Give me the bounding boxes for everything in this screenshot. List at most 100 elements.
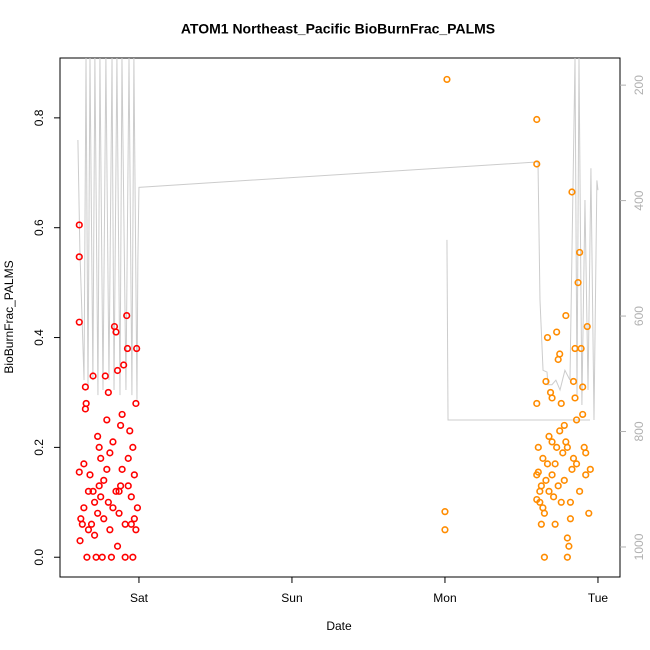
- data-point: [92, 553, 100, 561]
- data-point: [84, 487, 93, 495]
- data-point: [548, 471, 556, 479]
- data-point: [101, 372, 109, 380]
- data-point: [75, 253, 83, 261]
- data-point: [132, 399, 140, 408]
- data-point: [545, 487, 553, 495]
- data-point: [130, 515, 138, 523]
- data-point: [126, 427, 134, 435]
- y-axis-label: BioBurnFrac_PALMS: [2, 260, 16, 373]
- x-tick-label: Sat: [130, 591, 149, 605]
- data-point: [539, 454, 547, 462]
- data-point: [556, 350, 564, 358]
- data-point: [86, 471, 94, 479]
- data-point: [127, 520, 135, 528]
- data-point: [572, 416, 581, 424]
- data-point: [542, 377, 550, 386]
- data-point: [90, 531, 99, 539]
- data-point: [557, 399, 565, 408]
- data-point: [563, 553, 571, 561]
- data-point: [548, 438, 556, 446]
- data-point: [109, 438, 117, 446]
- data-point: [566, 498, 575, 506]
- data-point: [124, 454, 132, 462]
- data-point: [533, 115, 541, 124]
- data-point: [568, 465, 576, 473]
- data-point: [87, 520, 96, 528]
- data-point: [582, 471, 590, 479]
- data-point: [551, 520, 559, 528]
- data-point: [76, 537, 84, 545]
- data-point: [577, 344, 585, 353]
- data-point: [556, 427, 564, 435]
- x-axis-label: Date: [326, 619, 352, 633]
- data-point: [539, 504, 547, 512]
- data-point: [90, 498, 99, 506]
- data-point: [582, 449, 590, 457]
- data-point: [107, 553, 116, 561]
- x-tick-label: Sun: [281, 591, 302, 605]
- data-point: [89, 372, 97, 380]
- data-point: [549, 493, 558, 501]
- data-point: [81, 383, 89, 391]
- data-point: [571, 394, 579, 402]
- data-point: [562, 311, 570, 320]
- data-point: [124, 482, 132, 490]
- data-point: [554, 482, 562, 490]
- y-tick-label: 0.0: [32, 549, 46, 566]
- data-point: [569, 377, 578, 386]
- data-point: [545, 432, 553, 441]
- y-tick-label: 0.6: [32, 219, 46, 236]
- data-point: [568, 188, 576, 196]
- plot-box: [59, 57, 621, 578]
- data-point: [118, 410, 126, 419]
- data-point: [129, 553, 137, 561]
- x-tick-label: Mon: [433, 591, 456, 605]
- chart-title: ATOM1 Northeast_Pacific BioBurnFrac_PALM…: [181, 21, 495, 37]
- data-point: [95, 482, 103, 490]
- data-point: [121, 553, 129, 561]
- data-point: [133, 504, 142, 512]
- data-point: [574, 279, 582, 287]
- y2-tick-label: 200: [632, 75, 646, 95]
- data-point: [441, 508, 449, 516]
- data-point: [103, 416, 111, 424]
- data-point: [543, 460, 552, 468]
- data-point: [443, 75, 451, 84]
- data-point: [106, 449, 114, 457]
- data-point: [534, 443, 542, 451]
- y2-tick-label: 400: [632, 190, 646, 210]
- data-point: [566, 515, 575, 523]
- y-tick-label: 0.4: [32, 329, 46, 346]
- plot-area: [75, 58, 599, 561]
- data-point: [576, 248, 584, 257]
- data-point: [94, 432, 102, 441]
- data-point: [132, 526, 140, 534]
- data-point: [127, 493, 135, 501]
- data-point: [80, 504, 88, 512]
- data-point: [100, 515, 108, 523]
- data-point: [123, 311, 131, 320]
- data-point: [562, 438, 570, 446]
- data-point: [560, 421, 568, 430]
- x-tick-label: Tue: [588, 591, 609, 605]
- data-point: [97, 454, 105, 462]
- data-point: [97, 493, 105, 501]
- data-point: [576, 487, 584, 495]
- data-point: [120, 361, 128, 369]
- data-point: [537, 520, 545, 528]
- data-point: [569, 454, 578, 462]
- data-point: [75, 221, 83, 229]
- data-point: [551, 460, 559, 468]
- data-point: [112, 487, 120, 495]
- data-point: [559, 449, 567, 457]
- data-point: [533, 495, 541, 504]
- y-tick-label: 0.2: [32, 439, 46, 456]
- y2-tick-label: 1000: [632, 533, 646, 560]
- data-point: [536, 487, 544, 495]
- data-point: [563, 534, 571, 542]
- data-point: [100, 476, 108, 484]
- data-point: [115, 509, 123, 517]
- data-point: [103, 465, 111, 473]
- data-point: [106, 526, 114, 534]
- data-line: [77, 58, 599, 421]
